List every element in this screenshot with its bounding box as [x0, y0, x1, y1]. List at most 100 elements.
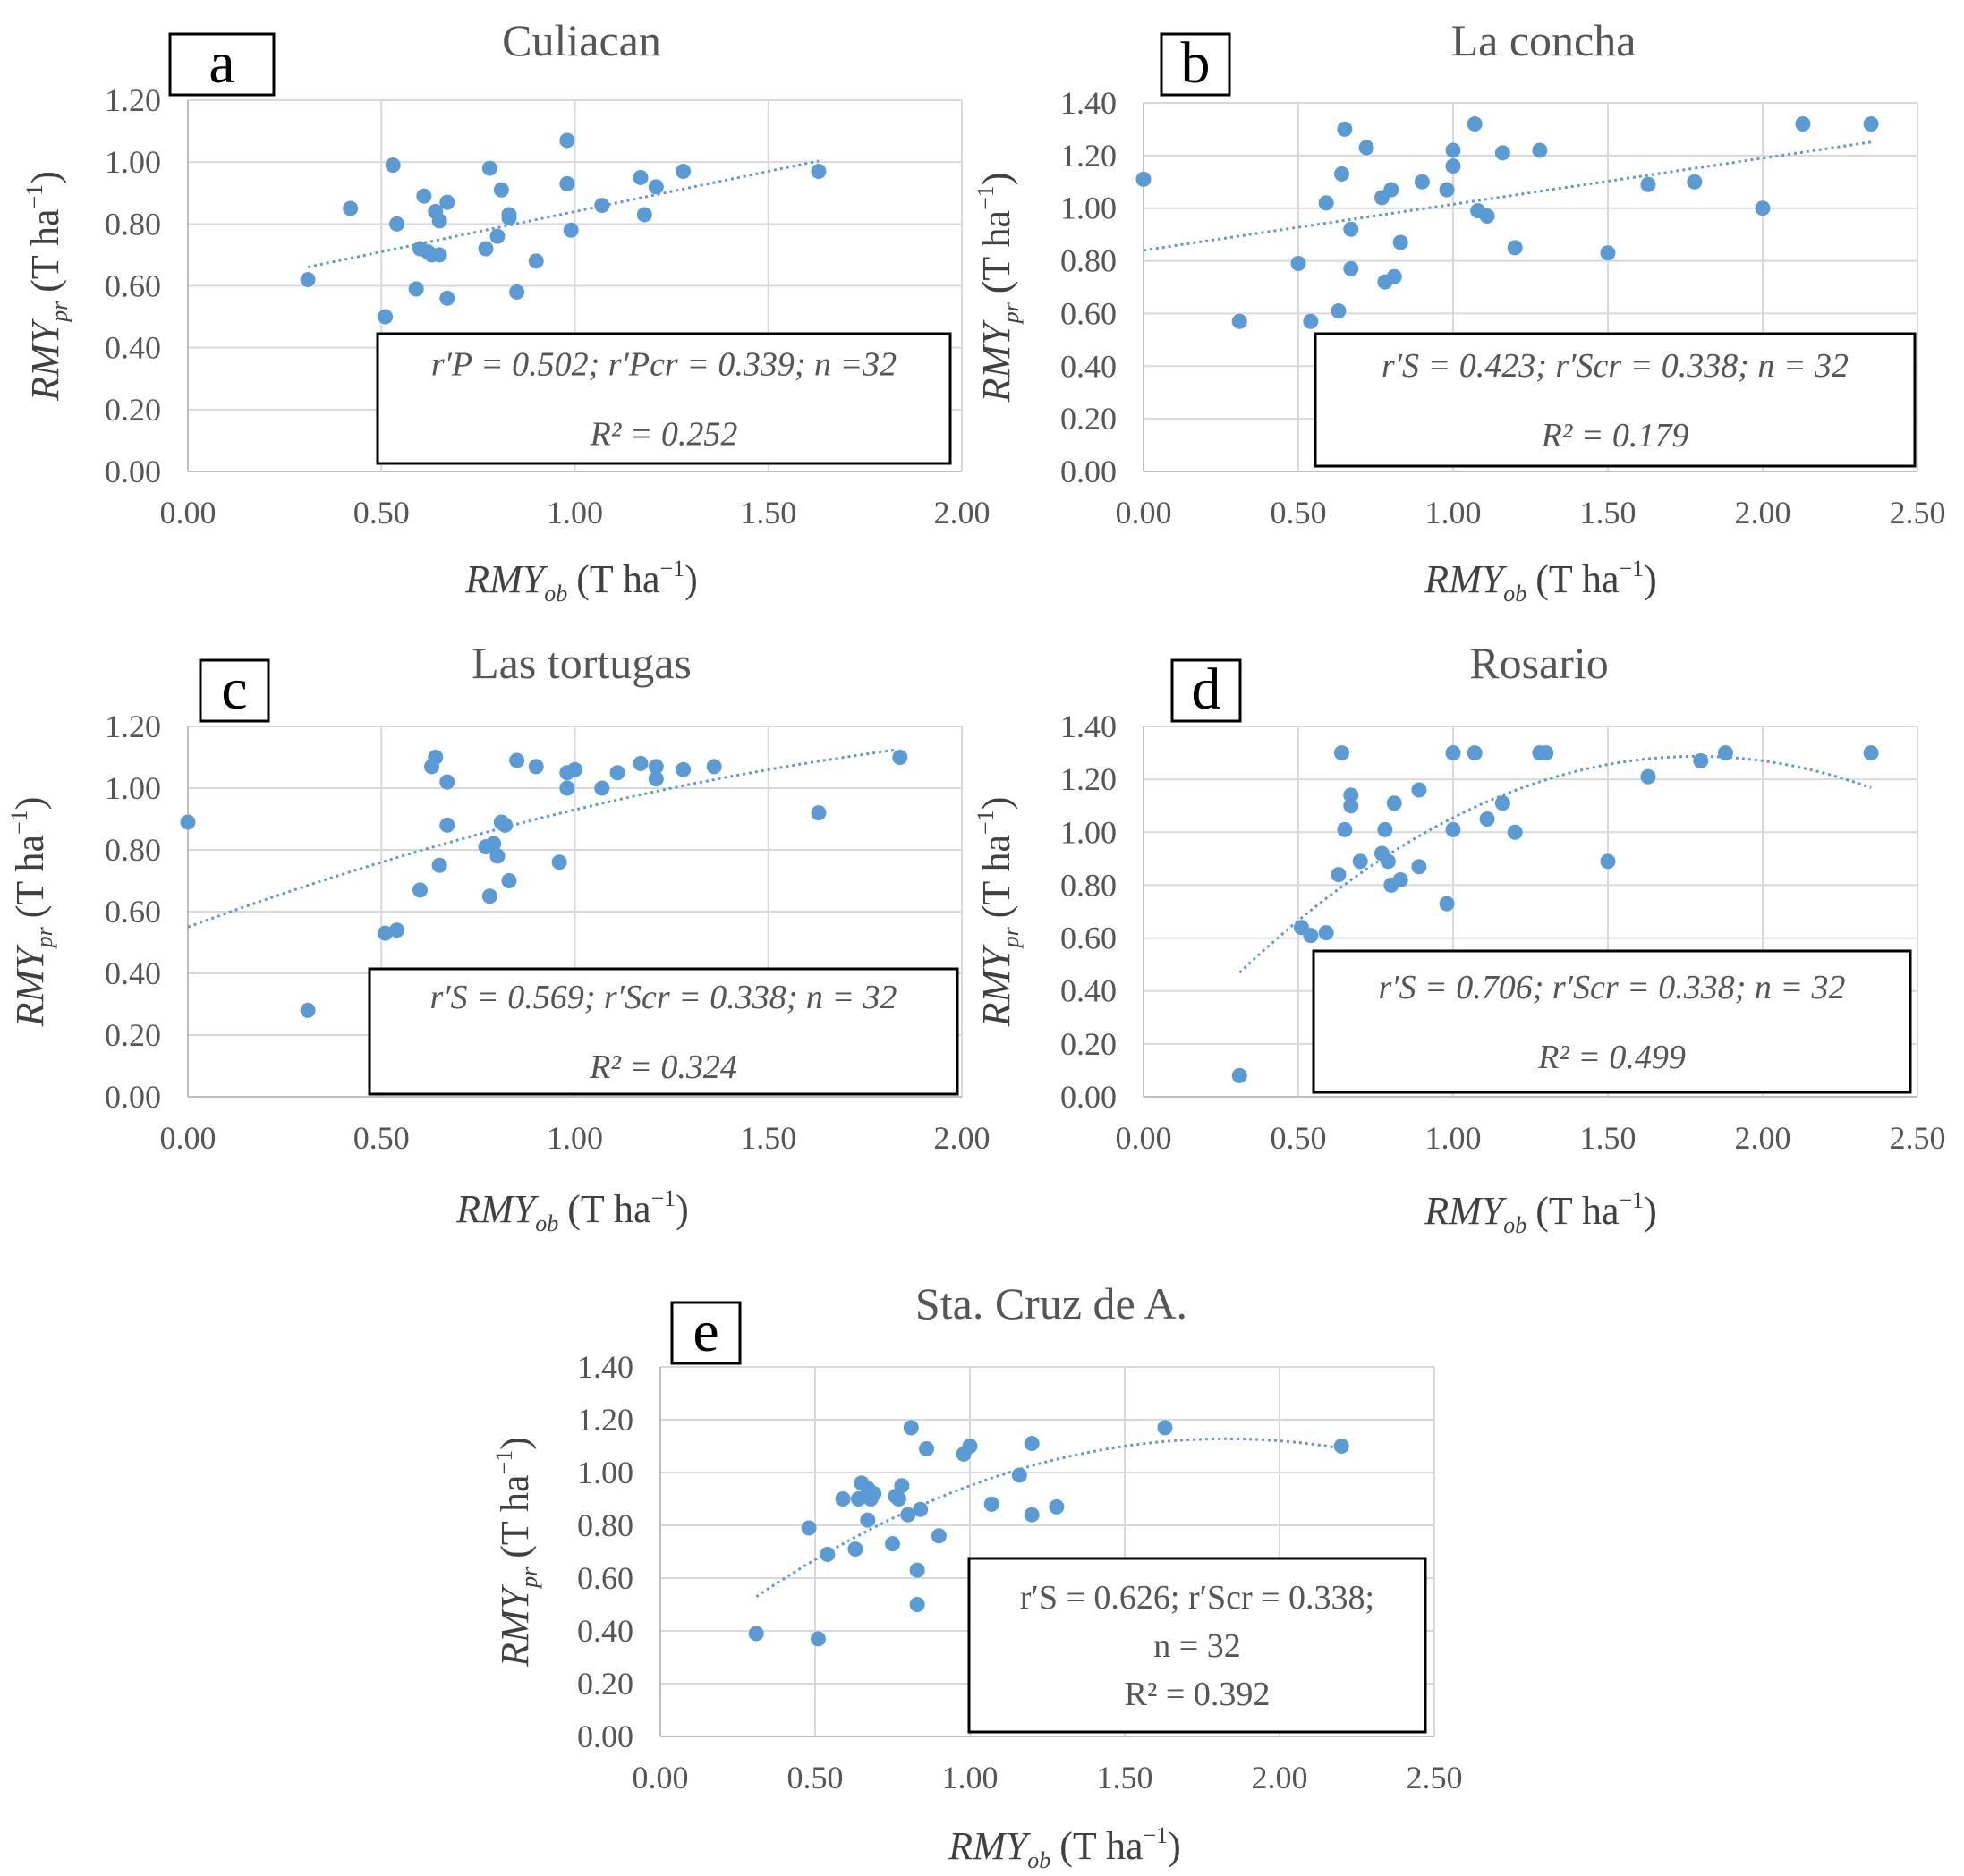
- data-point: [1467, 116, 1483, 132]
- data-point: [1392, 234, 1408, 250]
- y-axis-label: RMYpr (T ha−1): [6, 797, 57, 1028]
- data-point: [801, 1520, 817, 1536]
- y-tick-label: 1.00: [105, 770, 161, 806]
- x-axis-label-base: RMY: [464, 557, 548, 601]
- x-tick-label: 1.00: [547, 495, 603, 531]
- y-axis-label-sub: pr: [998, 301, 1024, 325]
- x-tick-label: 1.00: [547, 1120, 603, 1156]
- data-point: [481, 888, 497, 904]
- x-tick-label: 2.00: [934, 495, 991, 531]
- x-axis-label-sub: ob: [1503, 1212, 1526, 1238]
- data-point: [748, 1626, 764, 1642]
- panel-letter-box: [1160, 32, 1231, 97]
- data-point: [1157, 1420, 1173, 1436]
- x-tick-label: 1.50: [1097, 1760, 1153, 1795]
- panel-e: 0.00 0.20 0.40 0.60 0.80 1.00 1.20 1.40 0.00 0.50…: [491, 1278, 1463, 1873]
- data-point: [1011, 1467, 1027, 1483]
- data-point: [962, 1439, 978, 1454]
- x-tick-label: 2.50: [1890, 495, 1946, 531]
- data-point: [509, 752, 525, 768]
- data-point: [481, 160, 497, 176]
- data-point: [431, 247, 447, 263]
- trendline: [755, 1437, 1342, 1599]
- y-tick-label: 0.40: [1060, 973, 1117, 1009]
- data-point: [493, 182, 509, 198]
- data-point: [1231, 1067, 1247, 1083]
- x-tick-label: 0.00: [160, 1120, 217, 1156]
- data-point: [609, 765, 625, 781]
- data-point: [486, 836, 502, 852]
- stats-text: R² = 0.392: [1125, 1676, 1271, 1713]
- data-point: [1532, 142, 1548, 158]
- y-axis-label-sup: −1: [21, 184, 47, 209]
- data-point: [1303, 928, 1319, 944]
- data-point: [903, 1420, 919, 1436]
- x-axis-label-base: RMY: [1424, 557, 1508, 601]
- panel-letter: c: [221, 657, 247, 722]
- y-tick-label: 0.60: [1060, 921, 1117, 956]
- y-axis-label-unit: (T ha: [974, 835, 1018, 918]
- y-tick-label: 0.60: [1060, 295, 1117, 331]
- y-tick-label: 1.20: [105, 709, 161, 744]
- y-tick-label: 0.60: [105, 268, 161, 304]
- y-tick-label: 0.40: [1060, 348, 1117, 384]
- y-axis-label-sub: pr: [47, 301, 72, 324]
- data-point: [1863, 116, 1879, 132]
- y-axis-label-close: ): [8, 797, 52, 811]
- y-tick-label: 1.20: [1060, 138, 1117, 174]
- y-axis-label-base: RMY: [974, 944, 1018, 1028]
- data-point: [633, 169, 649, 185]
- trendline: [187, 748, 897, 929]
- x-tick-label: 1.50: [1580, 495, 1637, 531]
- data-point: [1337, 821, 1353, 837]
- data-point: [1445, 821, 1461, 837]
- y-tick-label: 1.20: [1060, 761, 1117, 797]
- data-point: [633, 755, 649, 771]
- x-tick-label: 0.50: [787, 1760, 844, 1795]
- data-point: [1380, 853, 1396, 870]
- data-point: [594, 780, 610, 796]
- stats-box: [1314, 332, 1917, 468]
- x-tick-label: 0.50: [353, 1120, 410, 1156]
- data-point: [1600, 853, 1616, 870]
- data-point: [528, 253, 544, 269]
- x-tick-label: 2.50: [1890, 1120, 1946, 1156]
- data-point: [385, 157, 401, 174]
- y-tick-label: 0.00: [105, 454, 161, 489]
- data-point: [850, 1491, 866, 1507]
- y-axis-label-close: ): [974, 797, 1018, 811]
- x-axis-label-sup: −1: [1619, 556, 1644, 581]
- data-point: [1049, 1498, 1065, 1515]
- y-axis-label-close: ): [493, 1437, 537, 1450]
- y-axis-label-sup: −1: [973, 810, 999, 835]
- data-point: [1377, 821, 1393, 837]
- x-tick-label: 0.00: [1116, 495, 1172, 531]
- data-point: [1507, 240, 1523, 256]
- x-axis-label: RMYob (T ha−1): [455, 1185, 689, 1236]
- y-axis-label-base: RMY: [23, 318, 67, 402]
- x-axis-label-sub: ob: [1503, 581, 1526, 607]
- panel-c: 0.00 0.20 0.40 0.60 0.80 1.00 1.20 0.00 0.50 1.00…: [6, 638, 991, 1236]
- y-axis-label-sup: −1: [973, 185, 999, 210]
- data-point: [567, 761, 582, 777]
- x-tick-label: 2.00: [1735, 1120, 1791, 1156]
- data-point: [559, 780, 575, 796]
- y-tick-label: 0.00: [105, 1079, 161, 1115]
- data-point: [489, 848, 506, 864]
- y-axis-label-base: RMY: [8, 944, 52, 1028]
- data-point: [885, 1536, 900, 1552]
- chart-title: Rosario: [1469, 638, 1609, 688]
- x-tick-label: 0.50: [353, 495, 410, 531]
- data-point: [1331, 867, 1347, 883]
- x-tick-label: 2.00: [1252, 1760, 1308, 1795]
- x-tick-label: 1.50: [1580, 1120, 1637, 1156]
- y-axis-label: RMYpr (T ha−1): [973, 173, 1024, 403]
- data-point: [428, 750, 444, 765]
- data-point: [1337, 121, 1353, 137]
- data-point: [1358, 140, 1374, 156]
- data-point: [1343, 798, 1359, 814]
- stats-text: R² = 0.179: [1541, 417, 1689, 454]
- data-point: [1024, 1507, 1040, 1523]
- y-tick-label: 0.80: [577, 1507, 633, 1543]
- data-point: [648, 771, 664, 787]
